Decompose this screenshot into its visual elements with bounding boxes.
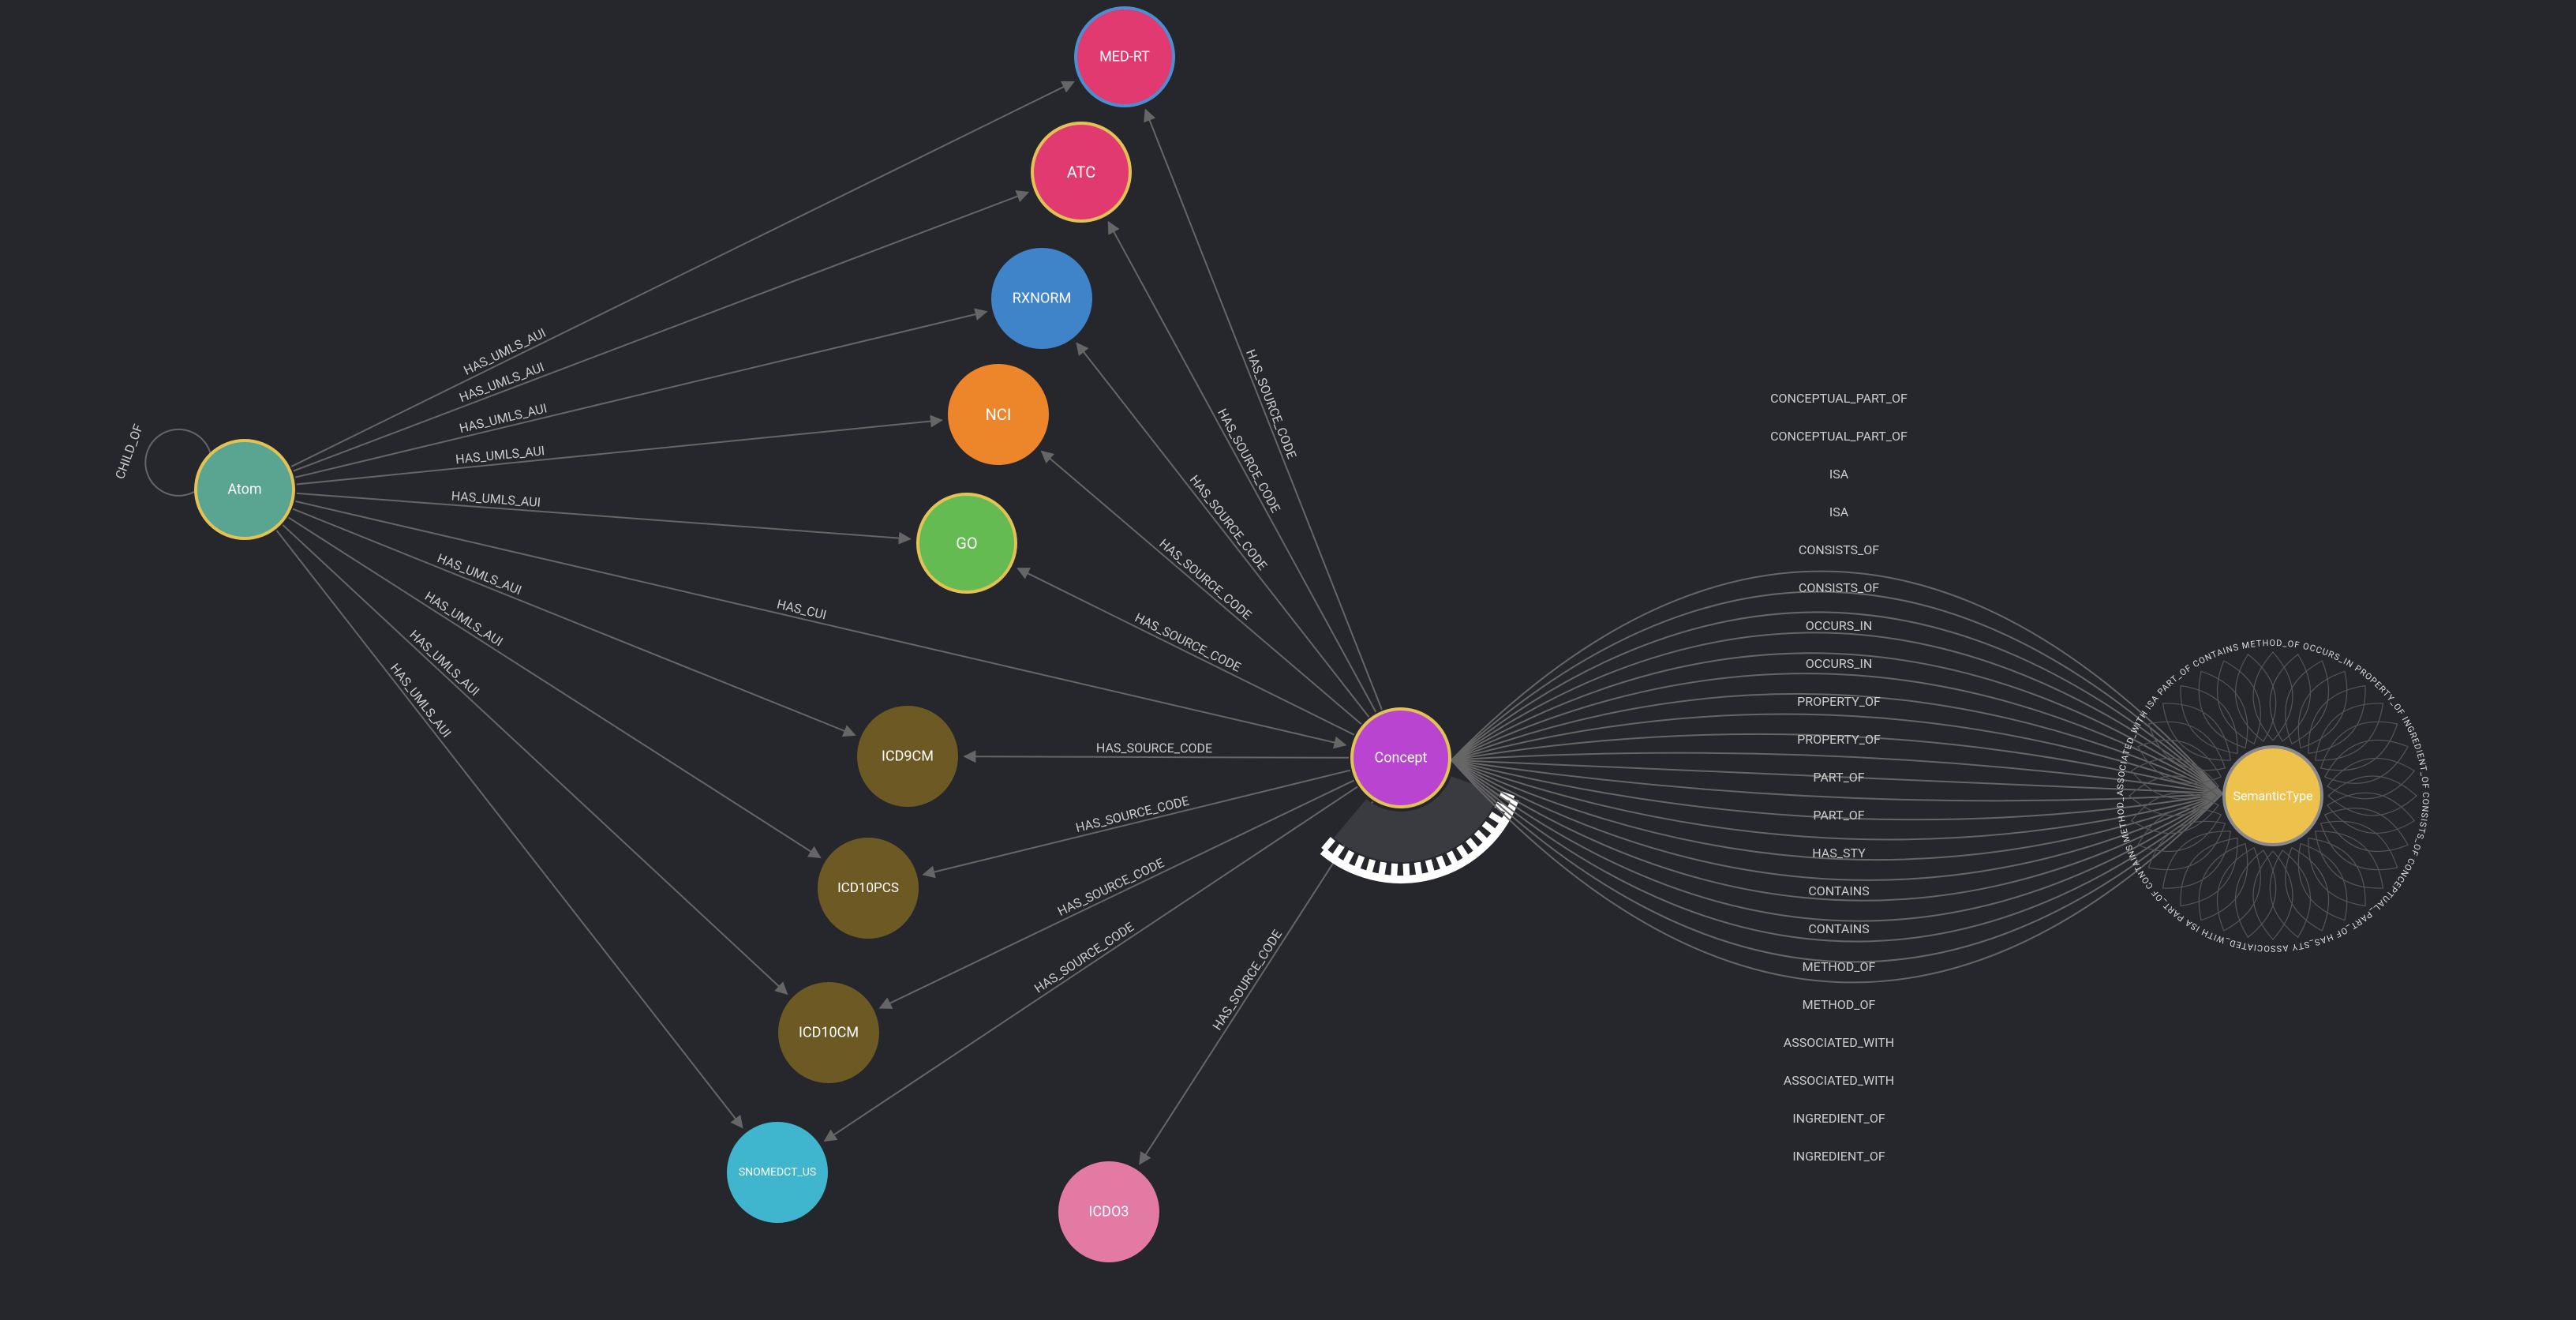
edge-label: CONCEPTUAL_PART_OF	[1770, 429, 1908, 444]
edge-has-source-code	[1145, 110, 1381, 710]
edge-has-source-code	[825, 787, 1357, 1142]
node-med-rt[interactable]: MED-RT	[1076, 8, 1174, 106]
edge-label: ISA	[1829, 504, 1849, 519]
edge-label: HAS_UMLS_AUI	[406, 627, 482, 699]
edge-label: HAS_SOURCE_CODE	[1187, 472, 1271, 573]
edge-has-umls-aui	[294, 193, 1028, 471]
semantic-petal	[2316, 831, 2383, 888]
semantic-petal	[2316, 703, 2383, 760]
edge-has-source-code	[1018, 568, 1354, 735]
semantic-petal	[2308, 838, 2365, 906]
node-icd9cm[interactable]: ICD9CM	[859, 707, 957, 805]
node-rxnorm[interactable]: RXNORM	[993, 249, 1091, 347]
edge-label: HAS_SOURCE_CODE	[1032, 919, 1136, 996]
edge-has-source-code	[923, 771, 1350, 875]
edge-label: CHILD_OF	[112, 422, 146, 482]
edge-has-source-code	[1076, 343, 1368, 717]
edge-label: HAS_SOURCE_CODE	[1215, 406, 1283, 515]
node-snomedct_us[interactable]: SNOMEDCT_US	[728, 1123, 826, 1221]
edge-label: HAS_SOURCE_CODE	[1243, 347, 1300, 461]
node-icd10pcs[interactable]: ICD10PCS	[819, 839, 917, 937]
edge-label: CONTAINS	[1808, 883, 1869, 898]
edge-label: HAS_SOURCE_CODE	[1096, 741, 1212, 756]
edge-label: OCCURS_IN	[1806, 618, 1873, 633]
edge-has-source-code	[880, 781, 1354, 1008]
edge-label: INGREDIENT_OF	[1792, 1111, 1885, 1126]
edge-has-source-code	[964, 756, 1349, 758]
edge-concept-semantic	[1451, 760, 2222, 819]
edge-layer	[145, 82, 2417, 1164]
node-icdo3[interactable]: ICDO3	[1060, 1163, 1158, 1261]
edge-label: HAS_SOURCE_CODE	[1133, 610, 1243, 675]
edge-has-source-code	[1108, 222, 1376, 712]
edge-label: HAS_UMLS_AUI	[422, 588, 506, 649]
edge-label: HAS_UMLS_AUI	[451, 488, 541, 509]
edge-label: CONTAINS	[1808, 921, 1869, 936]
edge-label-layer: CHILD_OFHAS_UMLS_AUIHAS_UMLS_AUIHAS_UMLS…	[0, 0, 2431, 1164]
node-semantictype[interactable]: SemanticType	[2224, 747, 2322, 845]
edge-label: CONSISTS_OF	[1799, 542, 1879, 557]
edge-label: HAS_UMLS_AUI	[388, 661, 455, 741]
semantic-petal	[2308, 686, 2365, 754]
edge-label: PART_OF	[1813, 808, 1864, 823]
edge-has-umls-aui	[295, 312, 987, 478]
edge-has-umls-aui	[293, 509, 855, 735]
semantic-petal	[2181, 686, 2237, 754]
concept-fan-tick	[1324, 839, 1333, 850]
edge-has-umls-aui	[297, 493, 910, 539]
edge-has-source-code	[1042, 452, 1361, 724]
edge-label: HAS_SOURCE_CODE	[1055, 855, 1166, 919]
node-atc[interactable]: ATC	[1032, 123, 1130, 221]
edge-label: OCCURS_IN	[1806, 656, 1873, 671]
edge-label: ISA	[1829, 467, 1849, 482]
edge-label: HAS_UMLS_AUI	[457, 359, 546, 405]
node-concept[interactable]: Concept	[1352, 709, 1450, 807]
node-nci[interactable]: NCI	[949, 366, 1047, 463]
edge-label: CONCEPTUAL_PART_OF	[1770, 391, 1908, 406]
node-icd10cm[interactable]: ICD10CM	[780, 984, 878, 1082]
edge-has-umls-aui	[289, 518, 821, 858]
edge-has-umls-aui	[297, 420, 942, 484]
edge-concept-semantic	[1451, 572, 2222, 794]
semantic-petal	[2181, 838, 2237, 906]
edge-concept-semantic	[1451, 760, 2222, 983]
edge-concept-semantic	[1451, 760, 2222, 793]
node-atom[interactable]: Atom	[196, 441, 294, 538]
edge-label: HAS_UMLS_AUI	[435, 550, 523, 598]
edge-label: HAS_SOURCE_CODE	[1210, 927, 1286, 1033]
edge-label: HAS_UMLS_AUI	[455, 443, 545, 467]
edge-concept-semantic	[1451, 734, 2222, 793]
edge-has-umls-aui	[277, 531, 743, 1127]
graph-canvas[interactable]: CHILD_OFHAS_UMLS_AUIHAS_UMLS_AUIHAS_UMLS…	[0, 0, 2576, 1320]
node-go[interactable]: GO	[918, 494, 1016, 592]
edge-label: INGREDIENT_OF	[1792, 1149, 1885, 1164]
edge-label: HAS_UMLS_AUI	[458, 400, 549, 436]
edge-label: HAS_SOURCE_CODE	[1156, 536, 1254, 623]
edge-concept-semantic	[1451, 760, 2222, 801]
edge-has-umls-aui	[283, 525, 787, 994]
edge-concept-semantic	[1451, 753, 2222, 794]
edge-label: ASSOCIATED_WITH	[1784, 1035, 1894, 1050]
edge-label: HAS_UMLS_AUI	[461, 325, 548, 378]
edge-label: METHOD_OF	[1803, 997, 1876, 1012]
edge-label: ASSOCIATED_WITH	[1784, 1073, 1894, 1088]
